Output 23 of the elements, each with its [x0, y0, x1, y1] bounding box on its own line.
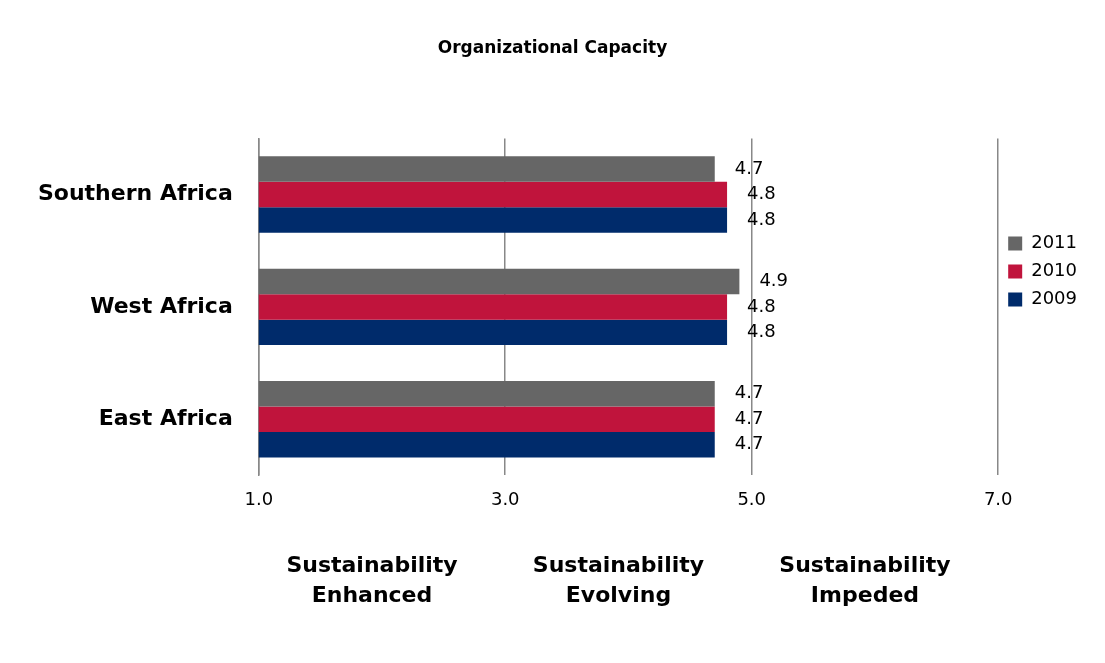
x-tick-label: 5.0 — [737, 487, 767, 509]
x-tick-label: 7.0 — [983, 487, 1013, 509]
y-tick-label: Southern Africa — [37, 180, 233, 206]
data-label: 4.8 — [747, 294, 776, 316]
legend-label: 2011 — [1031, 231, 1077, 253]
text: Sustainability Impeded — [779, 552, 951, 608]
chart-title: Organizational Capacity — [437, 36, 668, 57]
data-label: 4.7 — [734, 406, 764, 428]
data-label: 4.7 — [734, 156, 764, 178]
x-tick-label: 3.0 — [490, 487, 520, 509]
legend-label: 2010 — [1031, 259, 1077, 281]
data-label: 4.7 — [734, 432, 764, 454]
text: Sustainability Enhanced — [286, 552, 458, 608]
data-label: 4.9 — [759, 269, 789, 291]
data-label: 4.8 — [747, 320, 776, 342]
data-label: 4.8 — [747, 182, 776, 204]
text: Sustainability Evolving — [532, 552, 705, 608]
data-label: 4.7 — [734, 381, 764, 403]
y-tick-label: East Africa — [98, 404, 233, 430]
legend-label: 2009 — [1031, 287, 1077, 309]
x-tick-label: 1.0 — [244, 487, 274, 509]
y-tick-label: West Africa — [90, 292, 233, 318]
data-label: 4.8 — [747, 207, 776, 229]
